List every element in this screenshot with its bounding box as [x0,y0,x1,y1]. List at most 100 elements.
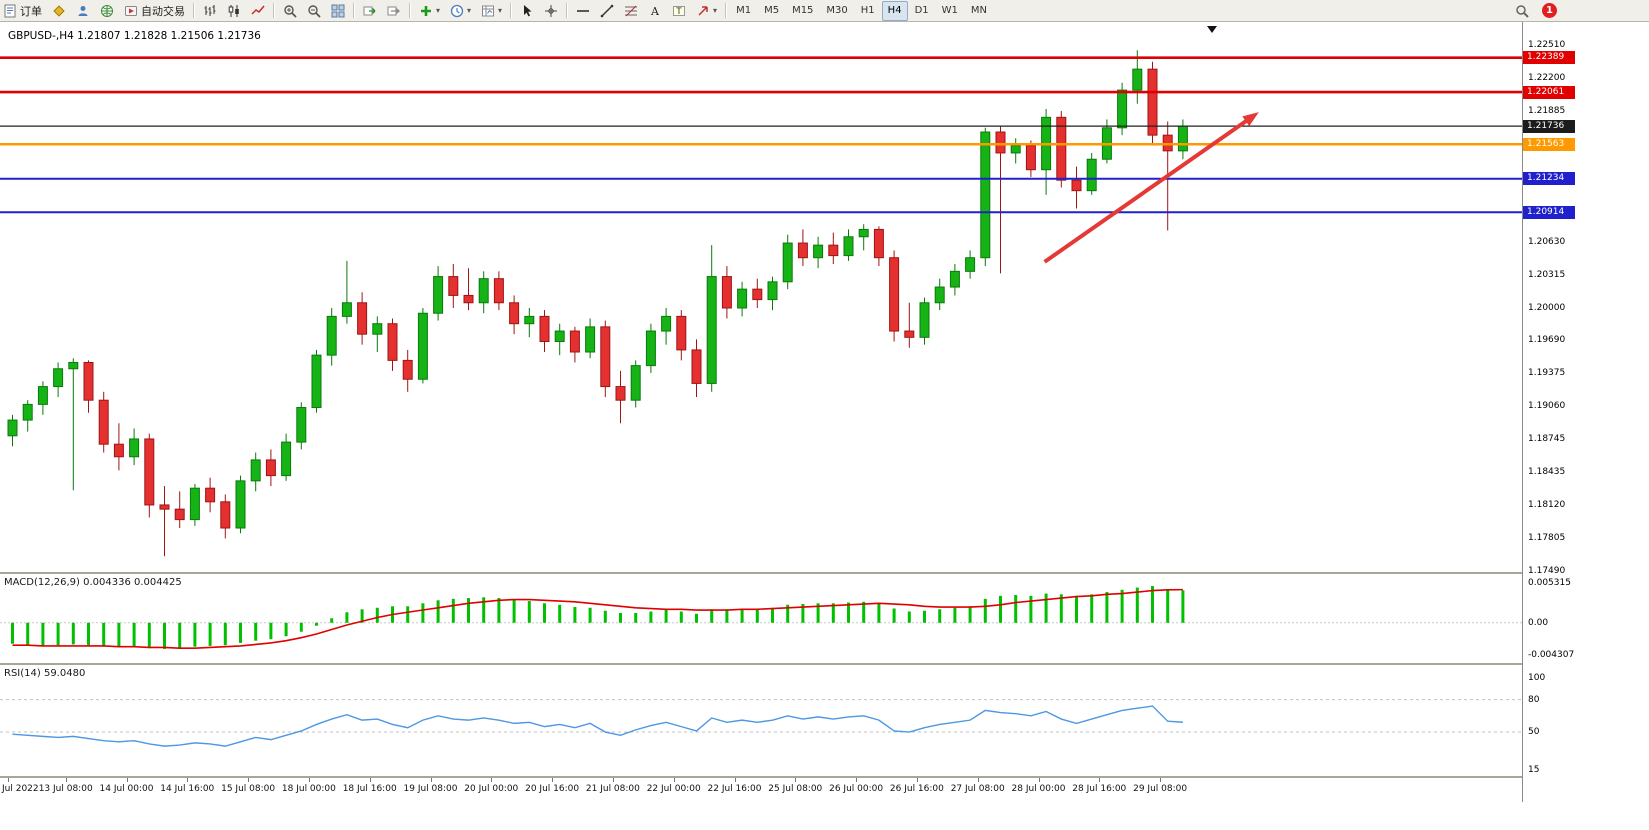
text-button[interactable]: A [643,1,666,21]
panel-divider[interactable] [0,572,1578,574]
candles-icon [226,3,241,18]
arrows-button[interactable]: ▾ [691,1,721,21]
time-axis-label: 22 Jul 16:00 [707,784,762,794]
toolbar-separator [566,3,568,18]
search-icon [1514,3,1529,18]
ohlc-icon [202,3,217,18]
tile-windows-button[interactable] [326,1,349,21]
timeframe-button-d1[interactable]: D1 [914,5,929,16]
trend-arrow[interactable] [1043,112,1259,264]
time-tick [612,778,614,782]
toolbar-separator [409,3,410,18]
search-button[interactable] [1510,1,1533,21]
main-toolbar: 订单 自动交易 ▾ ▾ ▾ A T ▾ M1 M5 M15 M30 H1 H4 D1 W1 MN 1 [0,0,1649,22]
time-tick [734,778,736,782]
indicator-plus-icon [418,3,433,18]
macd-panel[interactable]: MACD(12,26,9) 0.004336 0.004425 [0,575,1522,663]
price-axis-label: 1.19060 [1528,401,1566,412]
indicators-button[interactable]: ▾ [414,1,444,21]
time-axis-label: 28 Jul 00:00 [1011,784,1066,794]
timeframe-button-mn[interactable]: MN [970,5,987,16]
time-axis-label: 26 Jul 16:00 [889,784,944,794]
market-watch-button[interactable] [47,1,70,21]
time-axis[interactable]: Jul 2022 13 Jul 08:00 14 Jul 00:00 14 Jul 1… [0,778,1522,802]
timeframe-button-m15[interactable]: M15 [792,5,814,16]
price-axis-label: 1.18435 [1528,466,1566,477]
time-axis-label: 13 Jul 08:00 [38,784,93,794]
time-tick [7,778,9,782]
fibo-icon [623,3,638,18]
time-axis-label: 20 Jul 16:00 [525,784,580,794]
time-tick [977,778,979,782]
price-axis-label: 1.20630 [1528,237,1566,247]
cursor-button[interactable] [515,1,538,21]
auto-scroll-button[interactable] [358,1,381,21]
line-chart-button[interactable] [246,1,269,21]
rsi-chart [0,699,1522,747]
zoom-out-button[interactable] [302,1,325,21]
time-axis-label: 25 Jul 08:00 [768,784,823,794]
timeframe-button-m5[interactable]: M5 [764,5,780,16]
toolbar-separator [353,3,354,18]
navigator-button[interactable] [95,1,118,21]
templates-button[interactable]: ▾ [476,1,506,21]
dropdown-arrow-icon[interactable]: ▾ [498,6,503,15]
price-chart-panel[interactable]: GBPUSD-,H4 1.21807 1.21828 1.21506 1.217… [0,22,1522,572]
fibonacci-button[interactable] [619,1,642,21]
price-axis-label: 1.21885 [1528,105,1566,116]
price-badge-1.21563: 1.21563 [1523,137,1575,151]
crosshair-button[interactable] [539,1,562,21]
horizontal-line-button[interactable] [571,1,594,21]
notification-badge[interactable]: 1 [1542,3,1557,18]
dropdown-arrow-icon[interactable]: ▾ [713,6,718,15]
autotrading-button[interactable]: 自动交易 [119,1,189,21]
price-axis-label: 1.22200 [1528,72,1566,83]
price-badge-1.22061: 1.22061 [1523,85,1575,99]
chart-shift-icon [386,3,401,18]
dropdown-arrow-icon[interactable]: ▾ [467,6,472,15]
rsi-panel[interactable]: RSI(14) 59.0480 [0,666,1522,776]
macd-histogram [11,586,1185,649]
zoom-in-icon [282,3,297,18]
hline-icon [575,3,590,18]
autotrade-icon [123,3,138,18]
text-label-button[interactable]: T [667,1,690,21]
periods-button[interactable]: ▾ [445,1,475,21]
linechart-icon [250,3,265,18]
time-axis-label: 18 Jul 16:00 [342,784,397,794]
price-badge-1.21234: 1.21234 [1523,172,1575,186]
candlestick-button[interactable] [222,1,245,21]
time-tick [430,778,432,782]
clock-icon [449,3,464,18]
timeframe-button-h4[interactable]: H4 [881,0,908,21]
time-axis-label: 18 Jul 00:00 [281,784,336,794]
cursor-icon [519,3,534,18]
panel-divider[interactable] [0,663,1578,665]
main-chart[interactable] [0,22,1522,572]
timeframe-button-m1[interactable]: M1 [736,5,752,16]
chart-shift-button[interactable] [382,1,405,21]
time-tick [248,778,250,782]
time-axis-label: 28 Jul 16:00 [1072,784,1127,794]
price-axis-label: 1.20315 [1528,270,1566,280]
dropdown-arrow-icon[interactable]: ▾ [436,6,441,15]
tile-icon [330,3,345,18]
timeframe-button-m30[interactable]: M30 [826,5,848,16]
panel-divider [0,776,1578,778]
profiles-button[interactable] [71,1,94,21]
timeframe-button-w1[interactable]: W1 [941,5,958,16]
time-tick [308,778,310,782]
trendline-button[interactable] [595,1,618,21]
new-order-button[interactable]: 订单 [0,1,46,21]
price-axis-label: 1.20000 [1528,303,1566,313]
toolbar-separator [725,3,727,18]
price-axis[interactable]: 1.22510 1.22200 1.21885 1.20630 1.20315 1.200… [1522,22,1649,802]
time-tick [1038,778,1040,782]
time-tick [795,778,797,782]
bar-chart-button[interactable] [198,1,221,21]
new-order-icon [2,3,17,18]
timeframe-button-h1[interactable]: H1 [860,5,875,16]
time-axis-label: 15 Jul 08:00 [221,784,276,794]
zoom-in-button[interactable] [278,1,301,21]
macd-signal-line [12,588,1183,649]
